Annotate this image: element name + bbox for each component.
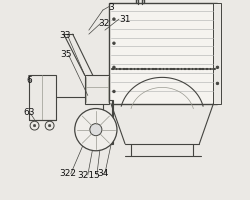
Circle shape [90, 124, 102, 136]
Circle shape [216, 67, 219, 69]
Text: 35: 35 [60, 50, 72, 58]
Circle shape [45, 122, 54, 130]
Text: 32: 32 [98, 19, 110, 27]
Text: 321: 321 [77, 171, 94, 179]
Circle shape [48, 125, 51, 127]
Text: 322: 322 [59, 169, 76, 177]
Text: 34: 34 [97, 169, 108, 177]
Circle shape [113, 67, 115, 69]
Bar [109, 4, 218, 104]
Text: 63: 63 [23, 108, 35, 116]
Bar [28, 76, 56, 120]
Circle shape [113, 19, 115, 21]
Bar [214, 4, 222, 104]
Circle shape [113, 91, 115, 93]
Circle shape [33, 125, 36, 127]
Circle shape [216, 83, 219, 85]
Bar [103, 100, 113, 144]
Text: 5: 5 [93, 171, 99, 179]
Bar [85, 76, 109, 104]
Text: 3: 3 [108, 3, 114, 12]
Text: 6: 6 [26, 76, 32, 84]
Text: 33: 33 [59, 31, 70, 39]
Circle shape [30, 122, 39, 130]
Circle shape [75, 109, 117, 151]
Circle shape [113, 43, 115, 45]
Text: 31: 31 [119, 15, 131, 23]
